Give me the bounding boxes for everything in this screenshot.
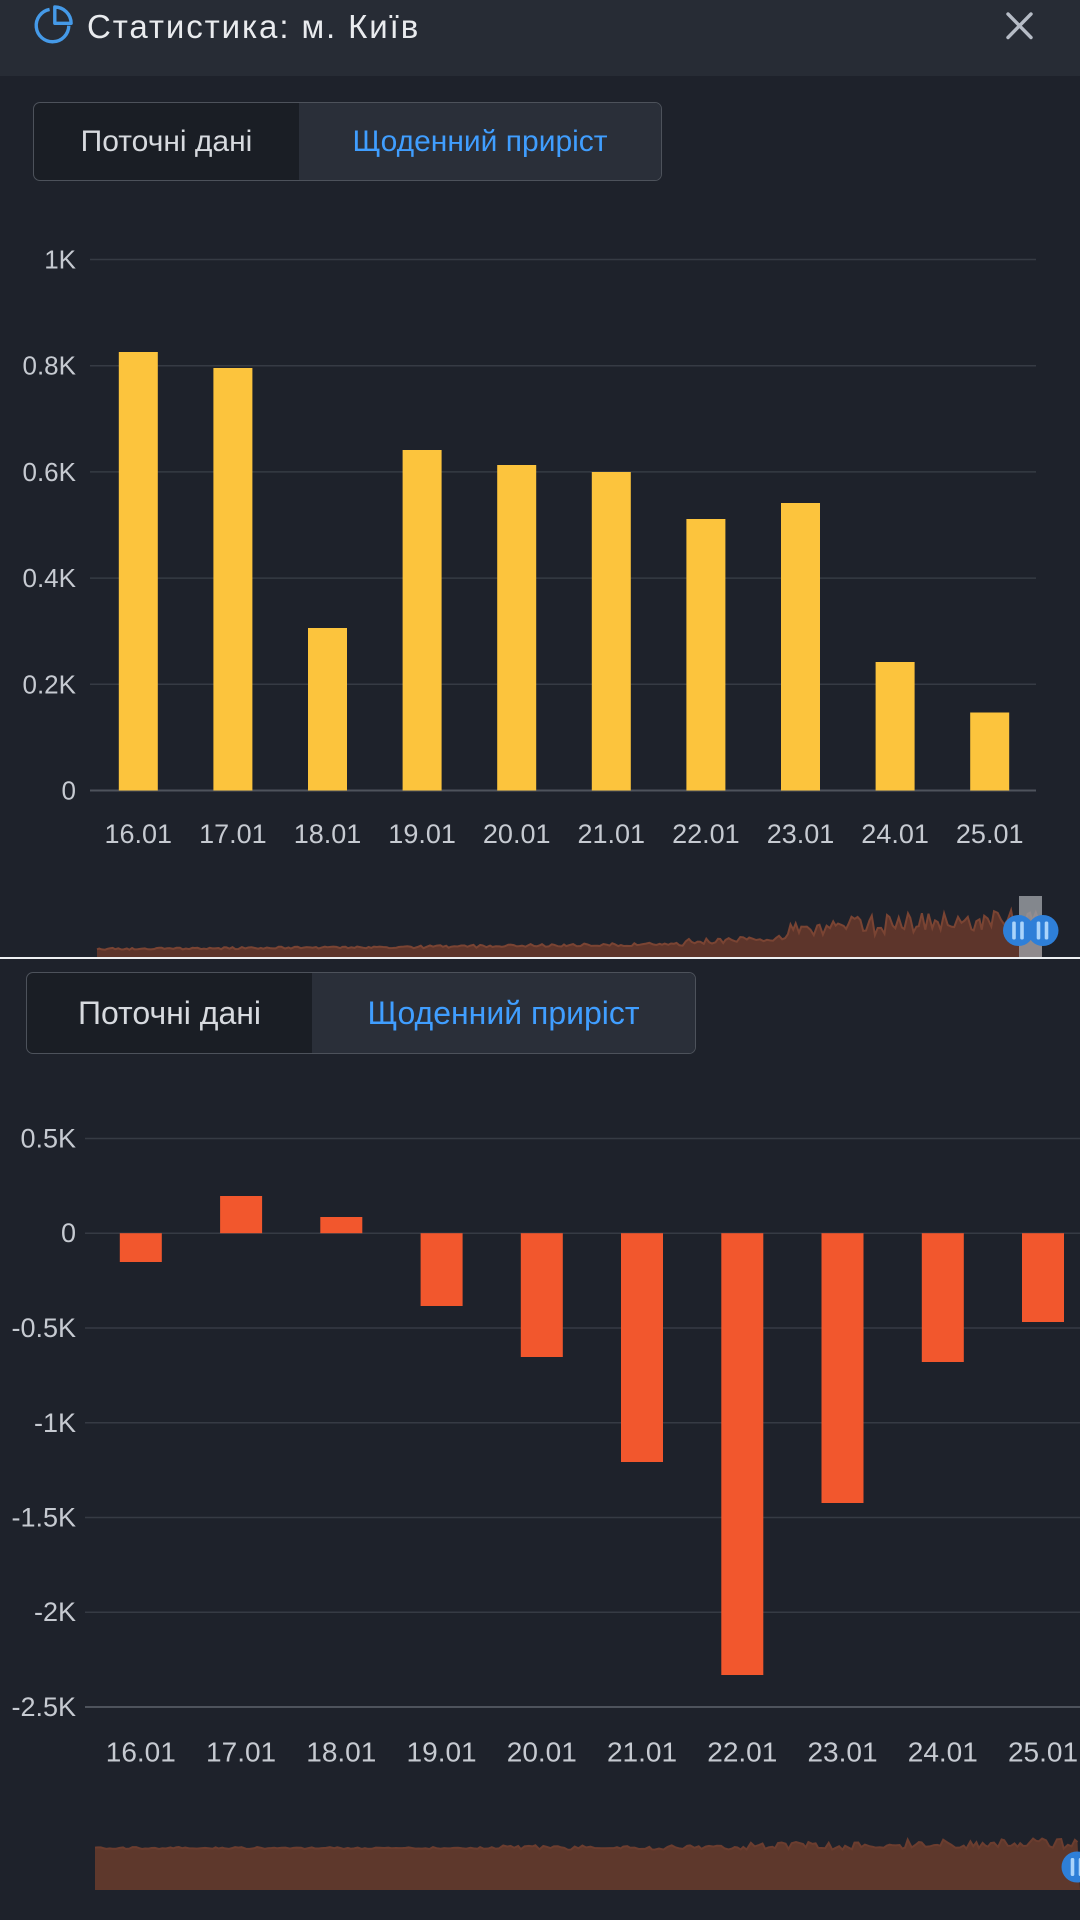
svg-text:16.01: 16.01 bbox=[106, 1737, 176, 1768]
svg-text:0: 0 bbox=[61, 1218, 76, 1248]
svg-text:24.01: 24.01 bbox=[861, 819, 929, 849]
svg-text:22.01: 22.01 bbox=[707, 1737, 777, 1768]
svg-text:-2.5K: -2.5K bbox=[11, 1692, 76, 1722]
svg-text:20.01: 20.01 bbox=[507, 1737, 577, 1768]
svg-text:23.01: 23.01 bbox=[807, 1737, 877, 1768]
svg-text:-1K: -1K bbox=[34, 1408, 76, 1438]
svg-text:0.6K: 0.6K bbox=[23, 457, 77, 487]
svg-text:25.01: 25.01 bbox=[1008, 1737, 1078, 1768]
svg-text:19.01: 19.01 bbox=[407, 1737, 477, 1768]
svg-text:17.01: 17.01 bbox=[199, 819, 267, 849]
svg-text:0.2K: 0.2K bbox=[23, 669, 77, 699]
svg-text:22.01: 22.01 bbox=[672, 819, 740, 849]
svg-text:19.01: 19.01 bbox=[388, 819, 456, 849]
svg-text:-2K: -2K bbox=[34, 1597, 76, 1627]
svg-text:16.01: 16.01 bbox=[105, 819, 173, 849]
svg-text:-1.5K: -1.5K bbox=[11, 1503, 76, 1533]
svg-text:21.01: 21.01 bbox=[607, 1737, 677, 1768]
svg-text:1K: 1K bbox=[44, 245, 76, 275]
svg-text:0.5K: 0.5K bbox=[20, 1124, 76, 1154]
svg-text:20.01: 20.01 bbox=[483, 819, 551, 849]
svg-text:18.01: 18.01 bbox=[294, 819, 362, 849]
svg-text:23.01: 23.01 bbox=[767, 819, 835, 849]
svg-text:0.8K: 0.8K bbox=[23, 351, 77, 381]
svg-text:0: 0 bbox=[62, 776, 76, 806]
svg-text:24.01: 24.01 bbox=[908, 1737, 978, 1768]
svg-text:25.01: 25.01 bbox=[956, 819, 1024, 849]
svg-text:0.4K: 0.4K bbox=[23, 563, 77, 593]
svg-text:17.01: 17.01 bbox=[206, 1737, 276, 1768]
svg-text:-0.5K: -0.5K bbox=[11, 1313, 76, 1343]
svg-text:18.01: 18.01 bbox=[306, 1737, 376, 1768]
svg-text:21.01: 21.01 bbox=[578, 819, 646, 849]
